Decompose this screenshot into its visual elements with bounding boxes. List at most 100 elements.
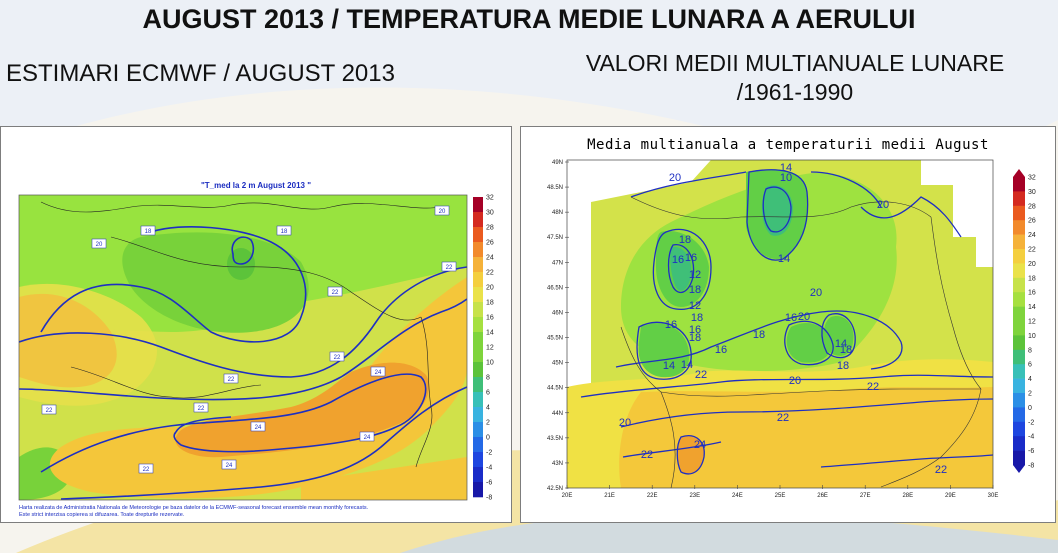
contour-label: 12	[689, 300, 701, 312]
colorbar-swatch	[1013, 421, 1025, 437]
colorbar-swatch	[1013, 378, 1025, 394]
contour-label: 22	[695, 369, 707, 381]
contour-label: 22	[446, 265, 453, 271]
contour-label: 24	[375, 370, 382, 376]
left-temperature-field	[19, 195, 467, 500]
y-tick-label: 43.5N	[547, 436, 563, 442]
colorbar-tick-label: 26	[1028, 218, 1036, 225]
colorbar-tick-label: 6	[1028, 362, 1032, 369]
left-map-frame	[18, 194, 468, 501]
contour-label: 16	[785, 312, 797, 324]
colorbar-tick-label: 28	[1028, 203, 1036, 210]
y-tick-label: 45.5N	[547, 336, 563, 342]
contour-label: 24	[364, 435, 371, 441]
contour-label-box	[327, 286, 343, 297]
colorbar-tick-label: -2	[486, 449, 492, 456]
contour-label: 16	[685, 252, 697, 264]
right-subtitle-line1: VALORI MEDII MULTIANUALE LUNARE	[585, 50, 1005, 76]
colorbar-tick-label: 0	[1028, 405, 1032, 412]
colorbar-tick-label: 32	[486, 194, 494, 201]
colorbar-tick-label: -8	[486, 494, 492, 501]
colorbar-swatch	[473, 227, 483, 243]
contour-label: 24	[255, 425, 262, 431]
x-tick-label: 26E	[817, 493, 828, 499]
right-y-ticks: 49N 48.5N 48N 47.5N 47N 46.5N 46N 45.5N 45N 44.5N…	[547, 160, 569, 492]
colorbar-swatch	[473, 272, 483, 288]
colorbar-tick-label: 10	[486, 359, 494, 366]
colorbar-swatch	[1013, 393, 1025, 408]
colorbar-swatch	[473, 392, 483, 408]
contour-label-box	[91, 238, 107, 249]
page-title: AUGUST 2013 / TEMPERATURA MEDIE LUNARA A…	[142, 4, 916, 34]
contour-label: 18	[840, 344, 852, 356]
colorbar-swatch	[1013, 220, 1025, 235]
y-tick-label: 49N	[552, 160, 563, 166]
contour-label: 18	[753, 329, 765, 341]
contour-label-box	[434, 205, 450, 216]
contour-label: 20	[877, 199, 889, 211]
y-tick-label: 47N	[552, 260, 563, 266]
right-temperature-field	[567, 160, 993, 488]
contour-label: 20	[619, 417, 631, 429]
right-subtitle: VALORI MEDII MULTIANUALE LUNARE /1961-19…	[540, 49, 1050, 107]
contour-label: 14	[663, 360, 675, 372]
colorbar-tick-label: -2	[1028, 419, 1034, 426]
colorbar-swatch	[1013, 249, 1025, 264]
colorbar-tick-label: 12	[1028, 318, 1036, 325]
colorbar-tick-label: 2	[486, 419, 490, 426]
colorbar-tick-label: 22	[486, 269, 494, 276]
contour-label: 20	[798, 311, 810, 323]
colorbar-tick-label: 32	[1028, 174, 1036, 181]
ecmwf-forecast-map-panel: "T_med la 2 m August 2013 "	[0, 126, 512, 523]
contour-label: 14	[780, 162, 792, 174]
colorbar-tick-label: 24	[486, 254, 494, 261]
contour-label: 22	[777, 412, 789, 424]
contour-label: 20	[669, 172, 681, 184]
colorbar-tick-label: -6	[1028, 448, 1034, 455]
colorbar-tick-label: 28	[486, 224, 494, 231]
colorbar-tick-label: 16	[1028, 290, 1036, 297]
colorbar-swatch	[473, 287, 483, 303]
contour-label-box	[370, 366, 386, 377]
contour-label-box	[359, 431, 375, 442]
left-map-title: "T_med la 2 m August 2013 "	[201, 181, 311, 190]
x-tick-label: 24E	[732, 493, 743, 499]
colorbar-swatch	[473, 467, 483, 483]
x-tick-label: 21E	[604, 493, 615, 499]
colorbar-tick-label: 18	[486, 299, 494, 306]
x-tick-label: 27E	[860, 493, 871, 499]
contour-label: 18	[145, 229, 152, 235]
y-tick-label: 46N	[552, 310, 563, 316]
colorbar-swatch	[473, 437, 483, 453]
colorbar-tick-label: 22	[1028, 246, 1036, 253]
colorbar-tick-label: 30	[486, 209, 494, 216]
contour-label: 20	[789, 375, 801, 387]
colorbar-swatch	[473, 242, 483, 258]
contour-label-box	[140, 225, 156, 236]
colorbar-tick-label: 10	[1028, 333, 1036, 340]
colorbar-arrow-up	[1013, 169, 1025, 177]
left-subtitle: ESTIMARI ECMWF / AUGUST 2013	[6, 60, 395, 87]
y-tick-label: 48.5N	[547, 185, 563, 191]
contour-label: 22	[332, 290, 339, 296]
colorbar-swatch	[1013, 407, 1025, 423]
contour-label: 22	[143, 467, 150, 473]
contour-label: 22	[228, 377, 235, 383]
colorbar-tick-label: 8	[486, 374, 490, 381]
contour-label: 14	[778, 253, 790, 265]
contour-label: 20	[810, 287, 822, 299]
colorbar-swatch	[473, 347, 483, 363]
contour-label: 12	[689, 269, 701, 281]
colorbar-tick-label: -4	[1028, 434, 1034, 441]
colorbar-tick-label: 26	[486, 239, 494, 246]
contour-label-box	[193, 402, 209, 413]
contour-label: 22	[198, 406, 205, 412]
left-contour-labels: 18 18 20 20 22 22 22 22 22 22 22 24 24 24 24	[41, 205, 457, 474]
colorbar-swatch	[473, 197, 483, 213]
colorbar-swatch	[473, 377, 483, 393]
colorbar-swatch	[473, 482, 483, 498]
colorbar-swatch	[1013, 292, 1025, 307]
